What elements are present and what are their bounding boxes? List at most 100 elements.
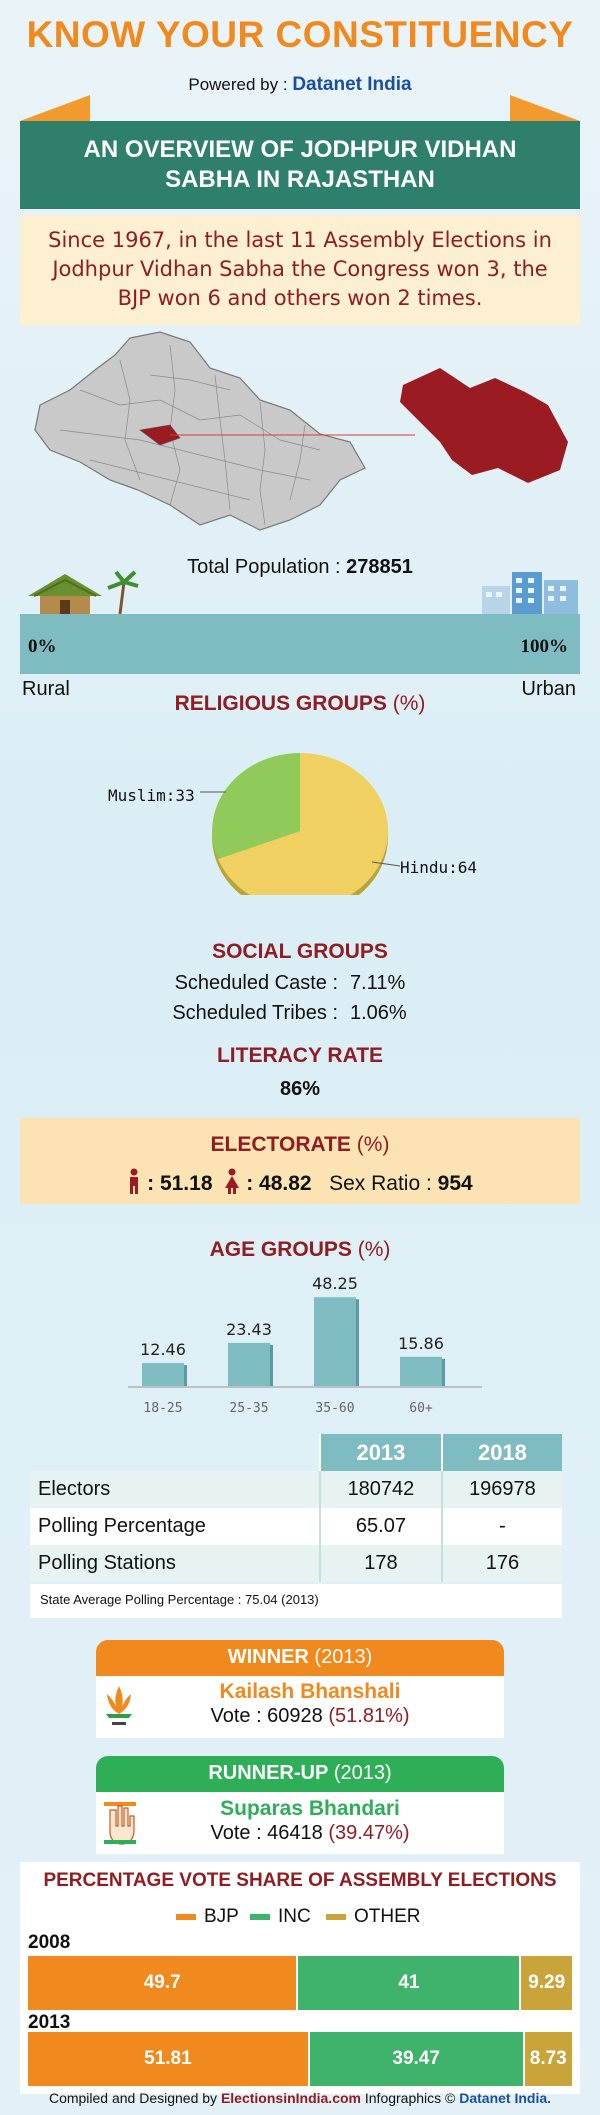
age-bar-shade [442,1358,445,1386]
population-label: Total Population : [187,556,347,578]
page-title: KNOW YOUR CONSTITUENCY [26,14,574,55]
electorate-title-text: ELECTORATE [210,1133,351,1156]
runner-up-vote-pct: (39.47%) [328,1822,410,1844]
winner-name: Kailash Bhanshali [219,1680,401,1703]
ribbon-tab-right [510,95,580,121]
scheduled-tribes-row: Scheduled Tribes : 1.06% [160,1002,460,1025]
runner-up-header: RUNNER-UP (2013) [96,1756,504,1792]
age-category-label: 60+ [409,1401,433,1416]
winner-header: WINNER (2013) [96,1640,504,1676]
cell-2018: - [440,1508,562,1545]
hindu-label: Hindu:64 [400,858,478,877]
urban-percentage: 100% [520,636,569,657]
overview-banner: AN OVERVIEW OF JODHPUR VIDHAN SABHA IN R… [20,121,580,209]
scheduled-caste-row: Scheduled Caste : 7.11% [160,972,460,995]
runner-up-title: RUNNER-UP [208,1762,329,1784]
religious-groups-title: RELIGIOUS GROUPS (%) [0,692,600,716]
election-history-text: Since 1967, in the last 11 Assembly Elec… [20,215,580,325]
winner-vote: Vote : 60928 (51.81%) [140,1705,480,1728]
population-value: 278851 [346,556,413,578]
age-bar-shade [356,1299,359,1386]
winner-body [96,1676,504,1738]
age-unit: (%) [357,1238,391,1261]
age-bar-shade [184,1365,187,1386]
urban-rural-bar [20,614,580,674]
year-label-2008: 2008 [28,1932,71,1953]
inc-segment: 39.47 [309,2032,525,2086]
age-title-text: AGE GROUPS [209,1238,352,1261]
powered-brand: Datanet India [292,74,412,95]
cell-2013: 178 [319,1545,442,1582]
age-category-label: 35-60 [315,1401,354,1416]
cell-2018: 176 [440,1545,562,1582]
hut-icon [28,570,139,615]
electorate-panel [20,1118,580,1204]
inc-hand-icon [104,1802,136,1845]
age-bar-35-60 [314,1297,356,1386]
runner-up-vote-count: Vote : 46418 [210,1822,323,1844]
runner-up-body [96,1792,504,1854]
row-label: Polling Percentage [30,1508,320,1545]
legend-swatch [250,1914,270,1920]
legend-swatch [326,1914,346,1920]
other-segment: 8.73 [524,2032,572,2086]
rajasthan-map-icon [34,331,568,531]
footer-site: ElectionsinIndia.com [220,2090,361,2106]
powered-prefix: Powered by : [188,75,293,94]
religion-pie-chart [212,753,389,895]
legend-other: OTHER [326,1906,421,1928]
female-percentage: : 48.82 [246,1172,312,1195]
sex-ratio-label: Sex Ratio : [329,1172,438,1195]
male-figure-icon [130,1168,139,1194]
footer-prefix: Compiled and Designed by [48,2090,221,2106]
sc-label: Scheduled Caste : [174,972,338,994]
st-value: 1.06% [350,1002,407,1024]
bjp-lotus-icon [102,1680,136,1732]
literacy-value: 86% [279,1078,321,1100]
vote-share-bar-2008: 49.7 41 9.29 [28,1956,572,2010]
cell-2013: 65.07 [319,1508,442,1545]
urban-label: Urban [521,678,576,700]
winner-vote-count: Vote : 60928 [210,1705,323,1727]
age-value-label: 12.46 [140,1340,186,1359]
religious-title-text: RELIGIOUS GROUPS [174,692,387,715]
polling-table: 2013 2018 Electors 180742 196978 Polling… [30,1434,562,1582]
table-row: Polling Percentage 65.07 - [30,1508,562,1545]
pie-leader-lines [200,791,401,867]
winner-vote-pct: (51.81%) [328,1705,410,1727]
footer-credit: Compiled and Designed by ElectionsinIndi… [0,2090,600,2106]
male-percentage: : 51.18 [147,1172,213,1195]
ribbon-tab-left [20,95,90,121]
table-corner [30,1434,320,1471]
constituency-shape-icon [400,368,568,483]
year-header-2013: 2013 [319,1434,442,1471]
footer-brand: Datanet India. [459,2090,552,2106]
age-groups-title: AGE GROUPS (%) [0,1238,600,1262]
electorate-values: : 51.18 : 48.82 Sex Ratio : 954 [0,1168,600,1196]
table-row: Electors 180742 196978 [30,1471,562,1508]
age-value-label: 48.25 [312,1274,358,1293]
total-population: Total Population : 278851 [0,556,600,579]
cell-2018: 196978 [440,1471,562,1508]
legend-label: OTHER [354,1906,421,1927]
vote-share-title: PERCENTAGE VOTE SHARE OF ASSEMBLY ELECTI… [43,1870,557,1891]
legend-swatch [176,1914,196,1920]
social-groups-title: SOCIAL GROUPS [212,940,388,963]
table-row: Polling Stations 178 176 [30,1545,562,1582]
electorate-title: ELECTORATE (%) [0,1133,600,1157]
other-segment: 9.29 [521,1956,572,2010]
age-bar-shade [270,1344,273,1386]
rural-percentage: 0% [28,636,57,657]
age-bar-25-35 [228,1342,270,1386]
legend-label: INC [278,1906,311,1927]
bjp-segment: 51.81 [28,2032,310,2086]
state-average-note: State Average Polling Percentage : 75.04… [30,1584,562,1618]
powered-by: Powered by : Datanet India [0,74,600,96]
city-buildings-icon [482,572,578,616]
bjp-segment: 49.7 [28,1956,299,2010]
sc-value: 7.11% [350,972,406,994]
row-label: Polling Stations [30,1545,320,1582]
runner-up-year: (2013) [333,1762,392,1784]
legend-inc: INC [250,1906,311,1928]
electorate-unit: (%) [356,1133,390,1156]
